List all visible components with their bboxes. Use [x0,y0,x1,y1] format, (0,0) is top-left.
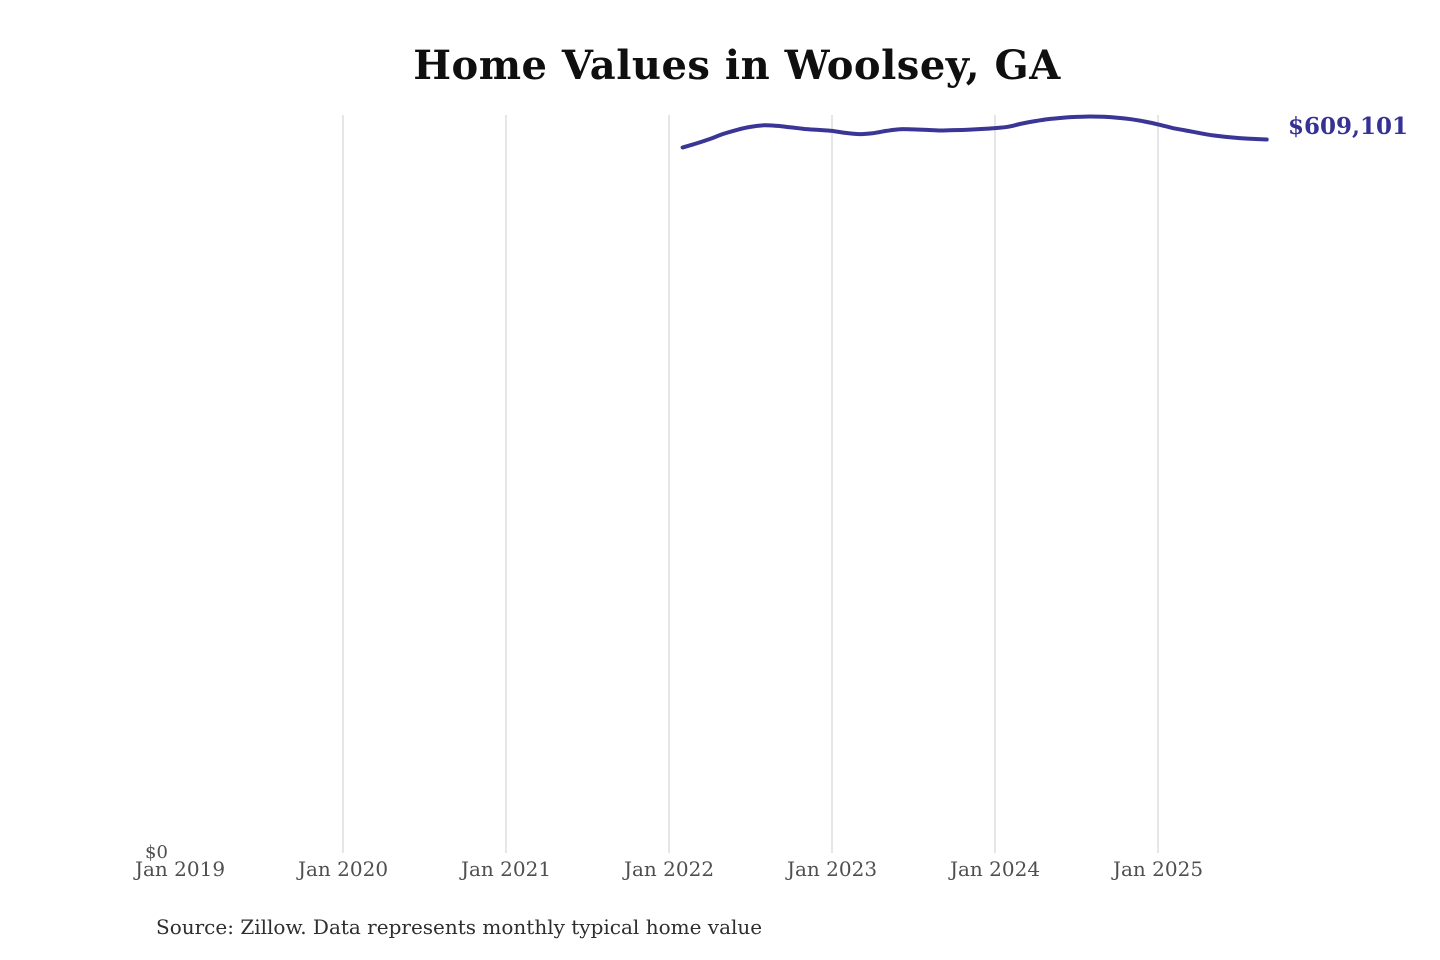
y-axis-zero-tick-label: $0 [145,842,168,863]
x-tick-label-jan-2020: Jan 2020 [297,857,389,881]
chart-title: Home Values in Woolsey, GA [413,42,1061,89]
x-tick-label-jan-2023: Jan 2023 [786,857,878,881]
vertical-gridlines [342,115,1159,853]
latest-value-annotation: $609,101 [1288,113,1409,140]
x-tick-label-jan-2024: Jan 2024 [949,857,1041,881]
home-value-line-series [680,114,1269,150]
x-tick-label-jan-2022: Jan 2022 [623,857,715,881]
source-note: Source: Zillow. Data represents monthly … [156,915,763,939]
x-tick-label-jan-2019: Jan 2019 [134,857,226,881]
x-tick-label-jan-2021: Jan 2021 [460,857,552,881]
x-tick-label-jan-2025: Jan 2025 [1112,857,1204,881]
